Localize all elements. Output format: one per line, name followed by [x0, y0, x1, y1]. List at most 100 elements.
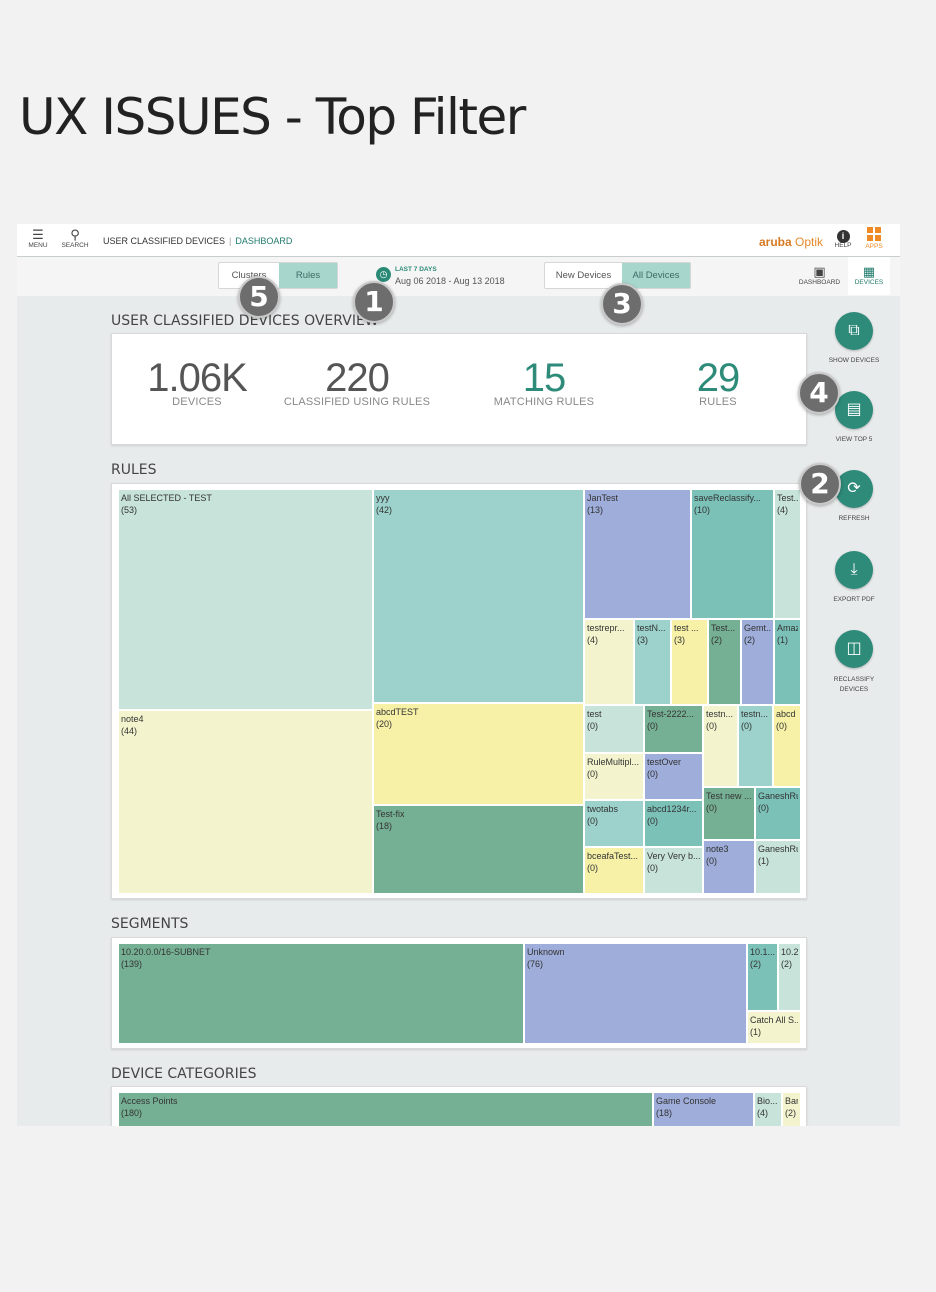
kpi-value: 15 — [522, 356, 567, 400]
grid-icon — [867, 227, 881, 241]
magnifier-icon: ⚲ — [70, 227, 80, 242]
treemap-tile[interactable]: Test...(4) — [774, 489, 801, 619]
toggle-clusters[interactable]: Clusters — [231, 270, 267, 281]
breadcrumb: USER CLASSIFIED DEVICES | DASHBOARD — [103, 236, 292, 246]
segments-treemap: 10.20.0.0/16-SUBNET (139) Unknown (76) 10.… — [111, 937, 807, 1049]
treemap-tile[interactable]: Access Points (180) — [118, 1092, 653, 1126]
issue-badge: 3 — [601, 283, 643, 325]
bar-chart-icon: ▤ — [835, 391, 873, 429]
device-categories-treemap: Access Points (180) Game Console (18) Bio.… — [111, 1086, 807, 1126]
tab-dashboard-label: DASHBOARD — [798, 279, 841, 286]
refresh-label: REFRESH — [838, 515, 870, 522]
treemap-tile[interactable]: Test-2222... (0) — [644, 705, 703, 753]
treemap-tile[interactable]: Test new ... (0) — [703, 787, 755, 840]
external-link-icon: ⧉ — [835, 312, 873, 350]
clock-icon[interactable]: ◷ — [376, 267, 391, 282]
menu-label: MENU — [28, 242, 48, 249]
treemap-tile[interactable]: GaneshRu (1) — [755, 840, 801, 894]
treemap-tile[interactable]: testOver (0) — [644, 753, 703, 800]
treemap-tile[interactable]: note3 (0) — [703, 840, 755, 894]
treemap-tile[interactable]: Amaz (1) — [774, 619, 801, 705]
overview-title: USER CLASSIFIED DEVICES OVERVIEW — [111, 313, 379, 329]
dashboard-icon: ▣ — [813, 264, 826, 279]
treemap-tile[interactable]: Bio... (4) — [754, 1092, 782, 1126]
search-button[interactable]: ⚲ SEARCH — [60, 227, 90, 249]
toggle-rules[interactable]: Rules — [279, 263, 337, 288]
refresh-button[interactable]: ⟳ REFRESH — [814, 470, 894, 522]
brand-optik: Optik — [795, 235, 824, 249]
kpi-value: 220 — [325, 356, 390, 400]
export-pdf-button[interactable]: ⤓ EXPORT PDF — [814, 551, 894, 603]
date-range[interactable]: Aug 06 2018 - Aug 13 2018 — [395, 276, 505, 286]
apps-label: APPS — [865, 243, 883, 250]
treemap-tile[interactable]: Test-fix (18) — [373, 805, 584, 894]
view-top5-button[interactable]: ▤ VIEW TOP 5 — [814, 391, 894, 443]
treemap-tile[interactable]: twotabs (0) — [584, 800, 644, 847]
tab-devices[interactable]: ▦ DEVICES — [848, 257, 890, 295]
tab-dashboard[interactable]: ▣ DASHBOARD — [791, 257, 848, 295]
toggle-new-devices[interactable]: New Devices — [555, 270, 612, 281]
treemap-tile[interactable]: bceafaTest... (0) — [584, 847, 644, 894]
breadcrumb-section[interactable]: USER CLASSIFIED DEVICES — [103, 236, 226, 246]
treemap-tile[interactable]: test ... (3) — [671, 619, 708, 705]
treemap-tile[interactable]: abcdTEST (20) — [373, 703, 584, 805]
treemap-tile[interactable]: RuleMultipl... (0) — [584, 753, 644, 800]
treemap-tile[interactable]: Bar...(2) — [782, 1092, 801, 1126]
menu-button[interactable]: ☰ MENU — [23, 227, 53, 249]
toggle-all-devices[interactable]: All Devices — [622, 263, 690, 288]
treemap-tile[interactable]: test (0) — [584, 705, 644, 753]
overview-card: 1.06K DEVICES 220 CLASSIFIED USING RULES… — [111, 333, 807, 445]
treemap-tile[interactable]: testN... (3) — [634, 619, 671, 705]
kpi-matching-rules: 15 MATCHING RULES — [459, 356, 629, 408]
kpi-value: 29 — [696, 356, 741, 400]
refresh-icon: ⟳ — [835, 470, 873, 508]
tab-devices-label: DEVICES — [854, 279, 884, 286]
treemap-tile[interactable]: abcd1234r... (0) — [644, 800, 703, 847]
download-icon: ⤓ — [835, 551, 873, 589]
treemap-tile[interactable]: 10.2...(2) — [778, 943, 801, 1011]
treemap-tile[interactable]: yyy (42) — [373, 489, 584, 703]
treemap-tile[interactable]: testn... (0) — [738, 705, 773, 787]
treemap-tile[interactable]: abcd (0) — [773, 705, 801, 787]
kpi-classified: 220 CLASSIFIED USING RULES — [272, 356, 442, 408]
treemap-tile[interactable]: Catch All S... (1) — [747, 1011, 801, 1044]
reclassify-devices-button[interactable]: ◫ RECLASSIFY DEVICES — [814, 630, 894, 695]
treemap-tile[interactable]: note4 (44) — [118, 710, 373, 894]
brand-aruba: aruba — [759, 235, 792, 249]
treemap-tile[interactable]: Very Very b... (0) — [644, 847, 703, 894]
treemap-tile[interactable]: Unknown (76) — [524, 943, 747, 1044]
treemap-tile[interactable]: Gemt... (2) — [741, 619, 774, 705]
breadcrumb-current[interactable]: DASHBOARD — [235, 236, 293, 246]
show-devices-label: SHOW DEVICES — [828, 357, 880, 364]
treemap-tile[interactable]: JanTest (13) — [584, 489, 691, 619]
top-navbar: ☰ MENU ⚲ SEARCH USER CLASSIFIED DEVICES |… — [17, 224, 900, 257]
page-title: UX ISSUES - Top Filter — [19, 88, 526, 146]
info-icon: i — [828, 227, 858, 243]
treemap-tile[interactable]: testn... (0) — [703, 705, 738, 787]
rules-treemap: All SELECTED - TEST (53) note4 (44) yyy (42… — [111, 483, 807, 899]
treemap-tile[interactable]: Test... (2) — [708, 619, 741, 705]
issue-badge: 4 — [798, 372, 840, 414]
treemap-tile[interactable]: Game Console (18) — [653, 1092, 754, 1126]
treemap-tile[interactable]: 10.20.0.0/16-SUBNET (139) — [118, 943, 524, 1044]
export-pdf-label: EXPORT PDF — [833, 596, 875, 603]
kpi-value: 1.06K — [147, 356, 248, 400]
treemap-tile[interactable]: testrepr... (4) — [584, 619, 634, 705]
filter-bar — [17, 257, 900, 296]
hamburger-icon: ☰ — [32, 227, 44, 242]
reclassify-label: RECLASSIFY DEVICES — [833, 676, 875, 693]
help-button[interactable]: i HELP — [828, 227, 858, 249]
kpi-rules: 29 RULES — [633, 356, 803, 408]
treemap-tile[interactable]: saveReclassify... (10) — [691, 489, 774, 619]
table-icon: ▦ — [862, 264, 876, 279]
date-range-label[interactable]: LAST 7 DAYS — [395, 266, 437, 273]
treemap-tile[interactable]: All SELECTED - TEST (53) — [118, 489, 373, 710]
kpi-label: RULES — [699, 396, 737, 408]
device-categories-title: DEVICE CATEGORIES — [111, 1066, 257, 1082]
treemap-tile[interactable]: 10.1... (2) — [747, 943, 778, 1011]
brand-logo: aruba Optik — [759, 235, 823, 249]
treemap-tile[interactable]: GaneshRu (0) — [755, 787, 801, 840]
kpi-label: MATCHING RULES — [493, 396, 595, 408]
apps-button[interactable]: APPS — [859, 227, 889, 250]
show-devices-button[interactable]: ⧉ SHOW DEVICES — [814, 312, 894, 364]
